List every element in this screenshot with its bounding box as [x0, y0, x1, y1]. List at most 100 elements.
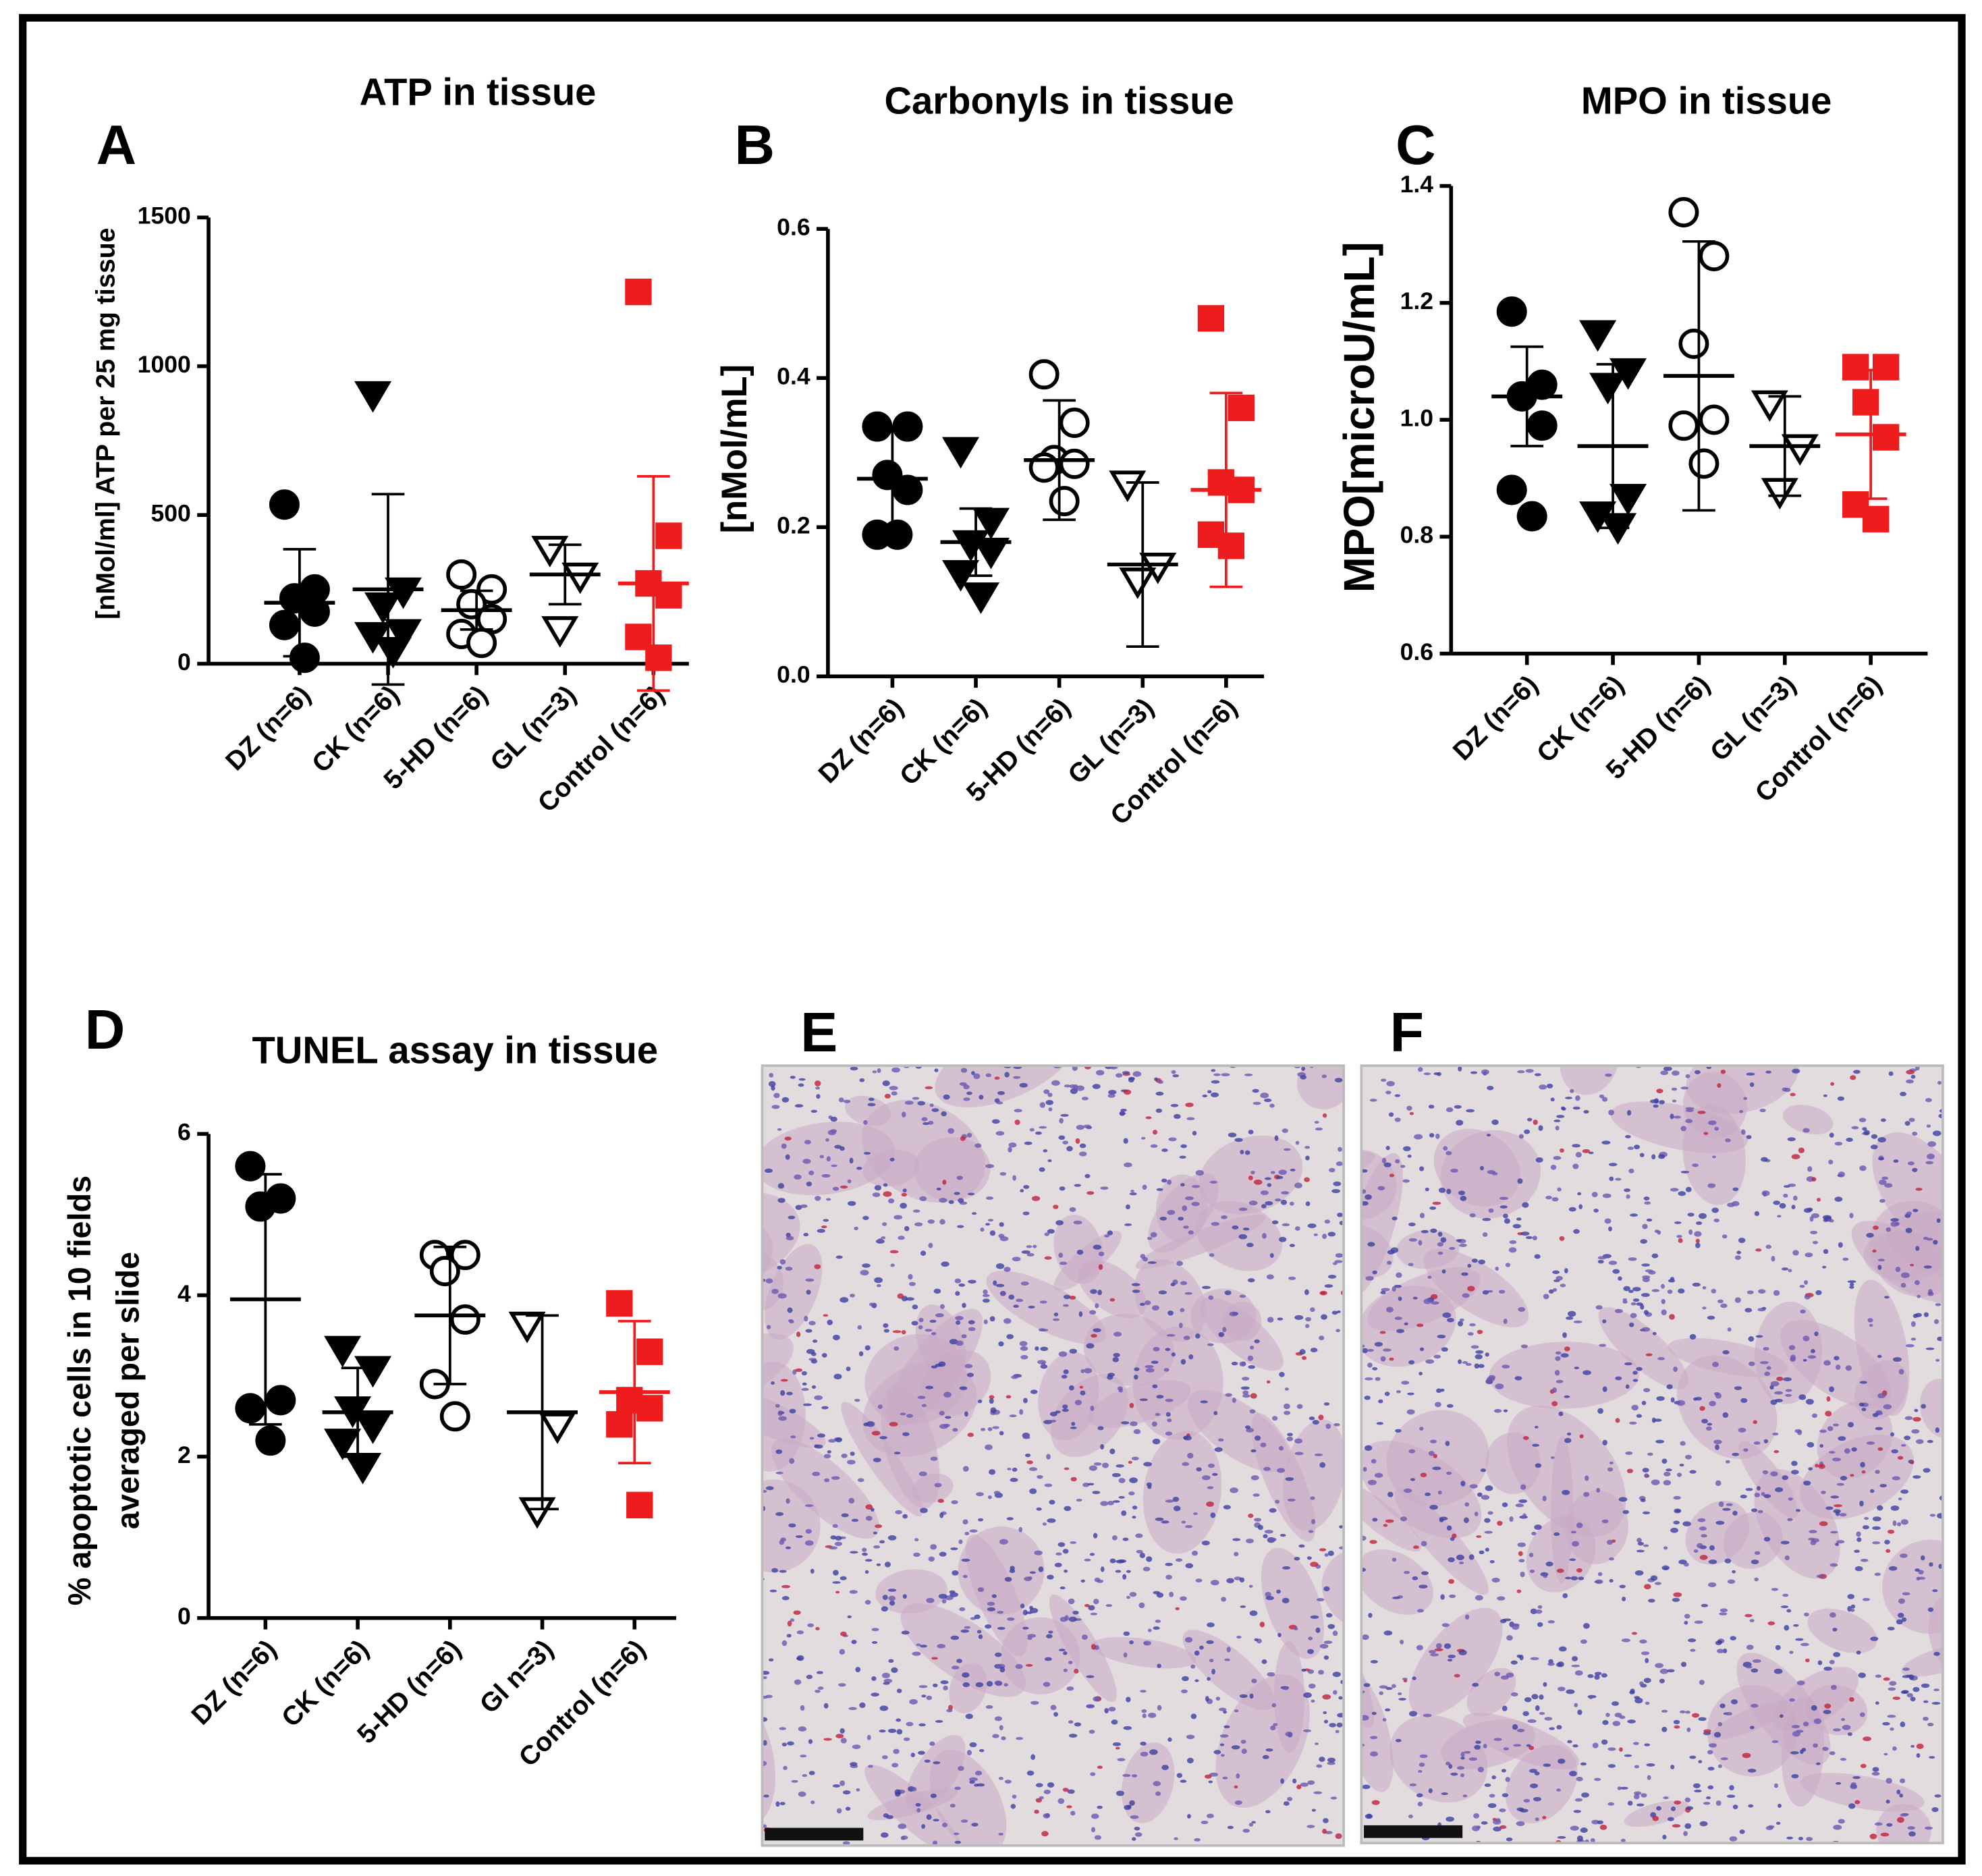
cell-nucleus [1568, 1207, 1576, 1212]
cell-nucleus [1132, 1071, 1142, 1077]
cell-nucleus [958, 1198, 964, 1203]
cell-nucleus [1699, 1526, 1707, 1531]
cell-nucleus [1063, 1304, 1069, 1307]
cell-nucleus [1624, 1754, 1632, 1757]
cell-nucleus [1752, 1659, 1761, 1663]
cell-nucleus [1556, 1115, 1565, 1118]
cell-nucleus [1068, 1616, 1077, 1622]
data-point [299, 596, 330, 627]
cell-nucleus [1364, 1445, 1373, 1451]
cell-nucleus [1076, 1498, 1082, 1502]
cell-nucleus [1446, 1107, 1454, 1113]
cell-nucleus [839, 1649, 846, 1655]
cell-nucleus [1532, 1236, 1537, 1240]
tissue [1361, 1549, 1434, 1615]
data-point [1872, 354, 1900, 381]
cell-nucleus [804, 1315, 808, 1322]
cell-nucleus [1698, 1760, 1703, 1763]
cell-nucleus [1626, 1194, 1630, 1199]
cell-nucleus [871, 1692, 879, 1697]
cell-nucleus [1776, 1377, 1784, 1381]
cell-nucleus [1683, 1562, 1689, 1567]
cell-nucleus [858, 1351, 864, 1356]
cell-nucleus [1656, 1806, 1661, 1811]
data-point [354, 381, 392, 413]
cell-nucleus [1558, 1759, 1566, 1764]
cell-nucleus [897, 1293, 904, 1299]
cell-nucleus [1130, 1815, 1139, 1819]
cell-nucleus [1395, 1429, 1402, 1433]
cell-nucleus [1788, 1497, 1793, 1501]
cell-nucleus [1572, 1541, 1579, 1547]
cell-nucleus [1107, 1093, 1116, 1098]
cell-nucleus [1572, 1656, 1578, 1661]
cell-nucleus [1763, 1494, 1771, 1498]
cell-nucleus [1572, 1144, 1580, 1148]
cell-nucleus [1226, 1647, 1231, 1653]
tissue [1882, 1539, 1943, 1634]
cell-nucleus [1659, 1100, 1665, 1105]
cell-nucleus [1591, 1192, 1598, 1198]
cell-nucleus [1370, 1659, 1378, 1664]
cell-nucleus [1446, 1525, 1452, 1531]
cell-nucleus [1072, 1610, 1079, 1615]
cell-nucleus [1239, 1577, 1245, 1583]
cell-nucleus [781, 1640, 788, 1647]
panel-letter: C [1396, 114, 1436, 176]
cell-nucleus [1182, 1676, 1189, 1682]
cell-nucleus [1661, 1298, 1666, 1304]
cell-nucleus [1685, 1186, 1692, 1192]
cell-nucleus [989, 1395, 995, 1400]
cell-nucleus [1323, 1711, 1327, 1715]
cell-nucleus [982, 1294, 990, 1298]
cell-nucleus [1294, 1627, 1298, 1631]
frame [19, 13, 1966, 1865]
cell-nucleus [1702, 1306, 1707, 1310]
cell-nucleus [811, 1352, 817, 1356]
cell-nucleus [1927, 1607, 1934, 1612]
cell-nucleus [1068, 1661, 1073, 1665]
cell-nucleus [1046, 1454, 1051, 1460]
cell-nucleus [855, 1667, 861, 1673]
cell-nucleus [1699, 1821, 1708, 1827]
cell-nucleus [865, 1516, 873, 1521]
cell-nucleus [1323, 1655, 1329, 1660]
cell-nucleus [1383, 1162, 1392, 1167]
cell-nucleus [1835, 1782, 1842, 1785]
cell-nucleus [1847, 1732, 1852, 1736]
cell-nucleus [1899, 1793, 1904, 1798]
cell-nucleus [865, 1504, 873, 1510]
cell-nucleus [1123, 1652, 1128, 1658]
cell-nucleus [1811, 1413, 1818, 1418]
cell-nucleus [1331, 1311, 1338, 1315]
cell-nucleus [806, 1181, 813, 1187]
cell-nucleus [1209, 1659, 1214, 1663]
cell-nucleus [1368, 1613, 1373, 1618]
cell-nucleus [1335, 1833, 1342, 1840]
cell-nucleus [1062, 1549, 1069, 1554]
cell-nucleus [1578, 1204, 1583, 1209]
cell-nucleus [1066, 1805, 1072, 1809]
cell-nucleus [1543, 1574, 1548, 1578]
cell-nucleus [1053, 1712, 1059, 1717]
cell-nucleus [1008, 1294, 1015, 1300]
cell-nucleus [1833, 1423, 1839, 1427]
cell-nucleus [1859, 1500, 1864, 1507]
cell-nucleus [1929, 1514, 1936, 1517]
cell-nucleus [1284, 1410, 1291, 1415]
cell-nucleus [1900, 1519, 1908, 1525]
cell-nucleus [1905, 1227, 1912, 1234]
cell-nucleus [1204, 1774, 1212, 1779]
cell-nucleus [783, 1765, 788, 1771]
cell-nucleus [1392, 1216, 1398, 1221]
cell-nucleus [1282, 1597, 1290, 1604]
cell-nucleus [1419, 1347, 1425, 1352]
cell-nucleus [1208, 1295, 1214, 1300]
cell-nucleus [839, 1185, 848, 1189]
cell-nucleus [1318, 1414, 1324, 1420]
cell-nucleus [1464, 1750, 1471, 1754]
cell-nucleus [1815, 1762, 1821, 1765]
cell-nucleus [1825, 1506, 1834, 1510]
cell-nucleus [1778, 1803, 1782, 1809]
cell-nucleus [1070, 1477, 1077, 1482]
